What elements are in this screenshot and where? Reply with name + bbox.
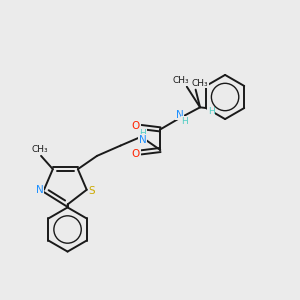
Text: H: H	[208, 107, 214, 116]
Text: O: O	[132, 149, 140, 159]
Text: O: O	[132, 121, 140, 130]
Text: S: S	[89, 186, 95, 196]
Text: CH₃: CH₃	[31, 145, 48, 154]
Text: N: N	[139, 135, 146, 145]
Text: H: H	[181, 117, 188, 126]
Text: N: N	[36, 185, 43, 195]
Text: H: H	[139, 129, 146, 138]
Text: CH₃: CH₃	[172, 76, 189, 85]
Text: CH₃: CH₃	[192, 79, 208, 88]
Text: N: N	[176, 110, 183, 120]
